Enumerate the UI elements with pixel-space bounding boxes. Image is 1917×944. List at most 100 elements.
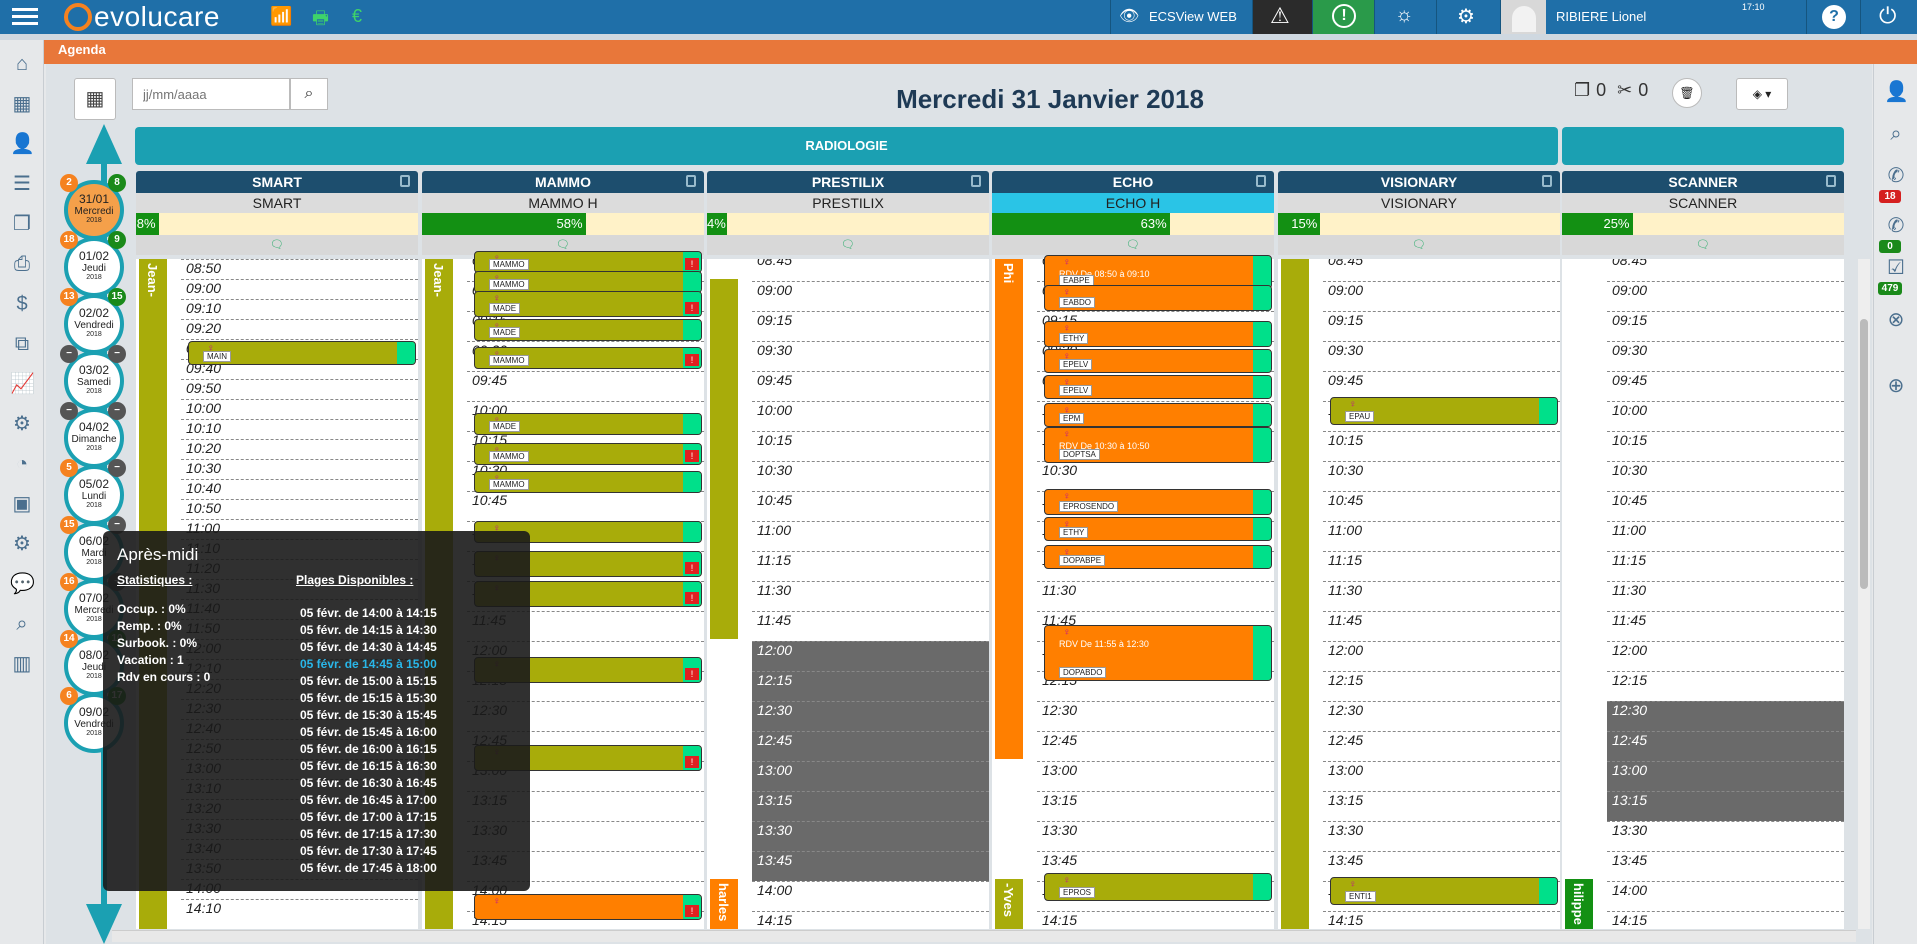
group-scanner[interactable] <box>1562 127 1844 165</box>
search-right-icon[interactable]: ⌕ <box>1890 123 1902 145</box>
appointment[interactable]: ♀ <box>474 521 702 543</box>
time-slot[interactable]: 13:15 <box>752 791 989 821</box>
staff-bar-scanner-2[interactable]: hilippe <box>1565 879 1593 929</box>
files-icon[interactable]: ❐ <box>13 213 31 235</box>
comment-button[interactable]: 🗨 <box>1562 235 1844 255</box>
lock-icon[interactable] <box>686 175 696 187</box>
time-slot[interactable]: 11:30 <box>1607 581 1844 611</box>
time-slot[interactable]: 12:30 <box>752 701 989 731</box>
column-header[interactable]: SMART <box>136 171 418 193</box>
time-slot[interactable]: 13:45 <box>1323 851 1560 881</box>
plage-line[interactable]: 05 févr. de 15:15 à 15:30 <box>300 691 437 705</box>
plage-line[interactable]: 05 févr. de 17:45 à 18:00 <box>300 861 437 875</box>
plage-line[interactable]: 05 févr. de 15:45 à 16:00 <box>300 725 437 739</box>
time-slot[interactable]: 10:30 <box>181 459 418 479</box>
time-slot[interactable]: 14:15 <box>1323 911 1560 929</box>
phone-out-icon[interactable]: ✆ <box>1887 215 1905 237</box>
appointment[interactable]: ♀MAMMO <box>474 471 702 493</box>
comment-button[interactable]: 🗨 <box>136 235 418 255</box>
time-slot[interactable]: 13:00 <box>1323 761 1560 791</box>
plage-line[interactable]: 05 févr. de 15:00 à 15:15 <box>300 674 437 688</box>
menu-icon[interactable] <box>12 8 38 26</box>
time-slot[interactable]: 09:20 <box>181 319 418 339</box>
time-slot[interactable]: 12:15 <box>1607 671 1844 701</box>
time-slot[interactable]: 09:30 <box>752 341 989 371</box>
time-slot[interactable]: 09:00 <box>181 279 418 299</box>
scroll-thumb[interactable] <box>1860 319 1868 589</box>
appointment[interactable]: ♀MADE <box>474 413 702 435</box>
lock-icon[interactable] <box>971 175 981 187</box>
time-slot[interactable]: 14:00 <box>752 881 989 911</box>
appointment[interactable]: ♀ RDV De 11:55 à 12:30 DOPABDO <box>1044 625 1272 681</box>
appointment[interactable]: ♀ EPELV <box>1044 375 1272 399</box>
zoom-in-icon[interactable]: ⊕ <box>1887 375 1905 397</box>
time-slot[interactable]: 12:30 <box>1323 701 1560 731</box>
time-slot[interactable]: 13:45 <box>1607 851 1844 881</box>
time-slot[interactable]: 10:10 <box>181 419 418 439</box>
time-slot[interactable]: 14:15 <box>752 911 989 929</box>
home-icon[interactable]: ⌂ <box>15 53 29 75</box>
time-slot[interactable]: 12:15 <box>1323 671 1560 701</box>
appointment[interactable]: ♀ DOPABPE <box>1044 545 1272 569</box>
plage-line[interactable]: 05 févr. de 14:00 à 14:15 <box>300 606 437 620</box>
appointment[interactable]: ♀ EPM <box>1044 403 1272 427</box>
plage-line[interactable]: 05 févr. de 16:30 à 16:45 <box>300 776 437 790</box>
time-slot[interactable]: 10:45 <box>1323 491 1560 521</box>
add-patient-icon[interactable]: 👤 <box>10 133 35 155</box>
printer-side-icon[interactable]: ⎙ <box>14 253 30 275</box>
time-slot[interactable]: 14:15 <box>1037 911 1274 929</box>
layers-dropdown[interactable]: ◈ ▾ <box>1736 78 1788 110</box>
time-slot[interactable]: 13:15 <box>1323 791 1560 821</box>
time-slot[interactable]: 09:10 <box>181 299 418 319</box>
time-slot[interactable]: 12:45 <box>1323 731 1560 761</box>
column-header[interactable]: SCANNER <box>1562 171 1844 193</box>
time-slot[interactable]: 11:00 <box>1323 521 1560 551</box>
plage-line[interactable]: 05 févr. de 14:45 à 15:00 <box>300 657 437 671</box>
appointment[interactable]: ♀ RDV De 08:50 à 09:10 EABPE <box>1044 255 1272 289</box>
agenda-tab[interactable]: Agenda <box>58 42 106 57</box>
time-slot[interactable]: 09:15 <box>1323 311 1560 341</box>
plage-line[interactable]: 05 févr. de 17:30 à 17:45 <box>300 844 437 858</box>
time-slot[interactable]: 13:30 <box>1607 821 1844 851</box>
time-slot[interactable]: 09:30 <box>1607 341 1844 371</box>
appointment[interactable]: ♀MAMMO <box>474 271 702 293</box>
dollar-icon[interactable]: $ <box>16 293 28 315</box>
staff-bar-prestilix[interactable] <box>710 279 738 639</box>
time-slot[interactable]: 10:45 <box>1607 491 1844 521</box>
brightness-button[interactable]: ☼ <box>1374 0 1436 34</box>
dashboard-icon[interactable]: ◔ <box>15 453 29 475</box>
time-slot[interactable]: 11:30 <box>1037 581 1274 611</box>
time-slot[interactable]: 08:45 <box>752 259 989 281</box>
staff-bar-visionary[interactable] <box>1281 259 1309 929</box>
logout-button[interactable]: ⏻ <box>1860 0 1917 34</box>
time-slot[interactable]: 09:00 <box>1323 281 1560 311</box>
time-slot[interactable]: 10:15 <box>752 431 989 461</box>
lock-icon[interactable] <box>1256 175 1266 187</box>
time-slot[interactable]: 10:00 <box>181 399 418 419</box>
time-slot[interactable]: 08:50 <box>181 259 418 279</box>
time-slot[interactable]: 13:00 <box>752 761 989 791</box>
time-slot[interactable]: 10:30 <box>752 461 989 491</box>
time-slot[interactable]: 10:40 <box>181 479 418 499</box>
appointment[interactable]: ♀ EPELV <box>1044 349 1272 373</box>
brand-logo[interactable]: evolucare <box>64 1 220 33</box>
scroll-up-arrow[interactable] <box>86 124 122 164</box>
remove-user-icon[interactable]: ⊗ <box>1887 309 1905 331</box>
time-slot[interactable]: 12:45 <box>1607 731 1844 761</box>
time-slot[interactable]: 11:00 <box>1607 521 1844 551</box>
comment-button[interactable]: 🗨 <box>707 235 989 255</box>
ecsview-button[interactable]: 👁 ECSView WEB <box>1110 0 1252 34</box>
appointment[interactable]: ♀ MADE! <box>474 291 702 317</box>
appointment[interactable]: ♀MAMMO! <box>474 443 702 465</box>
staff-bar-echo[interactable]: Phi <box>995 259 1023 759</box>
time-slot[interactable]: 11:45 <box>1037 611 1274 641</box>
terminal-icon[interactable]: ▣ <box>12 493 32 515</box>
time-slot[interactable]: 12:30 <box>1607 701 1844 731</box>
time-slot[interactable]: 09:45 <box>752 371 989 401</box>
time-slot[interactable]: 13:30 <box>1323 821 1560 851</box>
appointment[interactable]: ♀ ETHY <box>1044 517 1272 541</box>
column-header[interactable]: PRESTILIX <box>707 171 989 193</box>
time-slot[interactable]: 09:30 <box>1323 341 1560 371</box>
time-slot[interactable]: 10:30 <box>1607 461 1844 491</box>
time-slot[interactable]: 13:45 <box>752 851 989 881</box>
